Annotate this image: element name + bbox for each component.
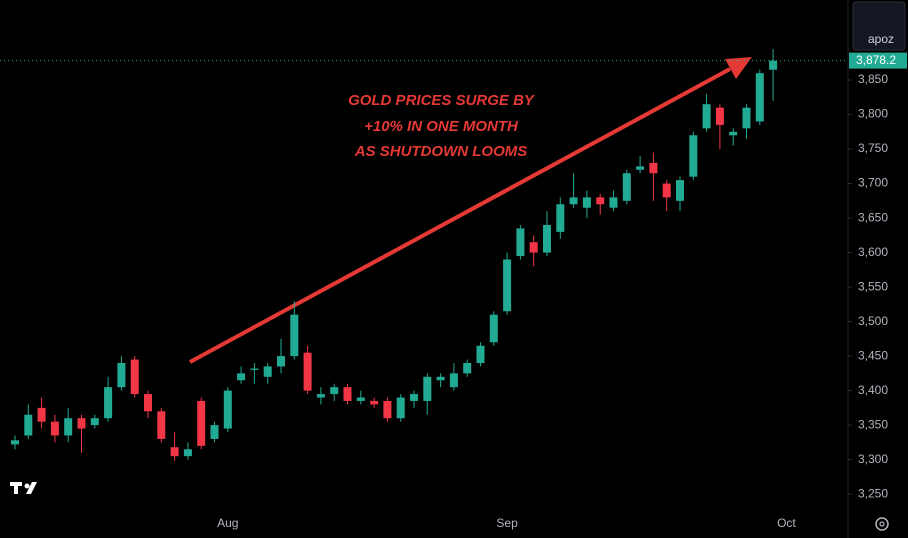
tv-logo [10,482,37,494]
candle-body [50,421,59,436]
candle-body [210,425,219,439]
y-tick-label: 3,550 [858,279,888,293]
candle-body [436,376,445,381]
y-tick-label: 3,500 [858,314,888,328]
candle-body [556,204,565,232]
candle-body [77,418,86,429]
candle-body [609,197,618,208]
candle-body [449,373,458,388]
annotation: GOLD PRICES SURGE BY [348,92,536,109]
arrow-head [725,57,752,79]
candle-body [410,394,418,401]
candle-body [636,166,645,170]
candle-body [662,183,671,198]
candle-body [702,104,711,129]
x-tick-label: Sep [496,516,518,530]
candle-body [316,394,325,398]
candle-body [396,397,405,419]
y-tick-label: 3,700 [858,176,888,190]
toolbar-box[interactable] [852,1,906,51]
candle-body [476,345,485,364]
candle-body [144,394,152,412]
candle-body [330,387,339,395]
candle-body [489,314,498,343]
y-tick-label: 3,250 [858,486,888,500]
y-tick-label: 3,800 [858,107,888,121]
candle-body [117,363,126,388]
candle-body [223,390,232,429]
candle-body [157,411,166,439]
candle-body [104,387,113,419]
candle-body [543,224,551,253]
candle-body [64,418,73,436]
candle-body [237,373,246,381]
candle-body [370,400,379,405]
candle-body [183,449,192,457]
candle-body [356,397,365,401]
candle-body [516,228,525,257]
candle-body [90,418,99,426]
candle-body [24,414,33,436]
y-tick-label: 3,400 [858,383,888,397]
y-tick-label: 3,650 [858,210,888,224]
candle-body [729,131,738,136]
annotation: +10% IN ONE MONTH [364,118,519,135]
candle-body [582,197,591,208]
candle-body [37,407,46,422]
last-price-label: 3,878.2 [856,53,896,67]
candle-body [250,368,259,370]
candle-body [263,366,272,377]
candle-body [423,376,432,401]
candle-body [715,107,724,125]
toolbar-label[interactable]: apoz [868,32,894,46]
y-tick-label: 3,450 [858,348,888,362]
y-tick-label: 3,750 [858,141,888,155]
candle-body [130,359,139,395]
candle-body [303,352,312,391]
annotation: AS SHUTDOWN LOOMS [354,143,528,160]
candle-body [742,107,751,129]
candle-body [622,173,631,201]
y-tick-label: 3,300 [858,452,888,466]
candle-body [463,363,472,374]
last-price-box [849,52,907,69]
y-tick-label: 3,850 [858,72,888,86]
candle-body [277,356,285,367]
candle-body [170,447,179,457]
x-tick-label: Oct [777,516,796,530]
y-tick-label: 3,350 [858,417,888,431]
candle-body [649,162,658,174]
candle-body [569,197,578,205]
candle-body [529,242,538,253]
y-tick-label: 3,600 [858,245,888,259]
trend-arrow [189,67,731,364]
candle-body [383,400,392,419]
x-tick-label: Aug [217,516,238,530]
candle-body [343,387,352,401]
candle-body [503,259,512,312]
candle-body [596,197,605,205]
candle-body [769,60,778,70]
candle-body [11,440,19,445]
candle-body [689,135,698,177]
candle-body [755,73,764,122]
candle-body [197,400,206,446]
candle-body [290,314,299,357]
candle-body [676,180,684,201]
settings-icon[interactable] [875,517,889,531]
